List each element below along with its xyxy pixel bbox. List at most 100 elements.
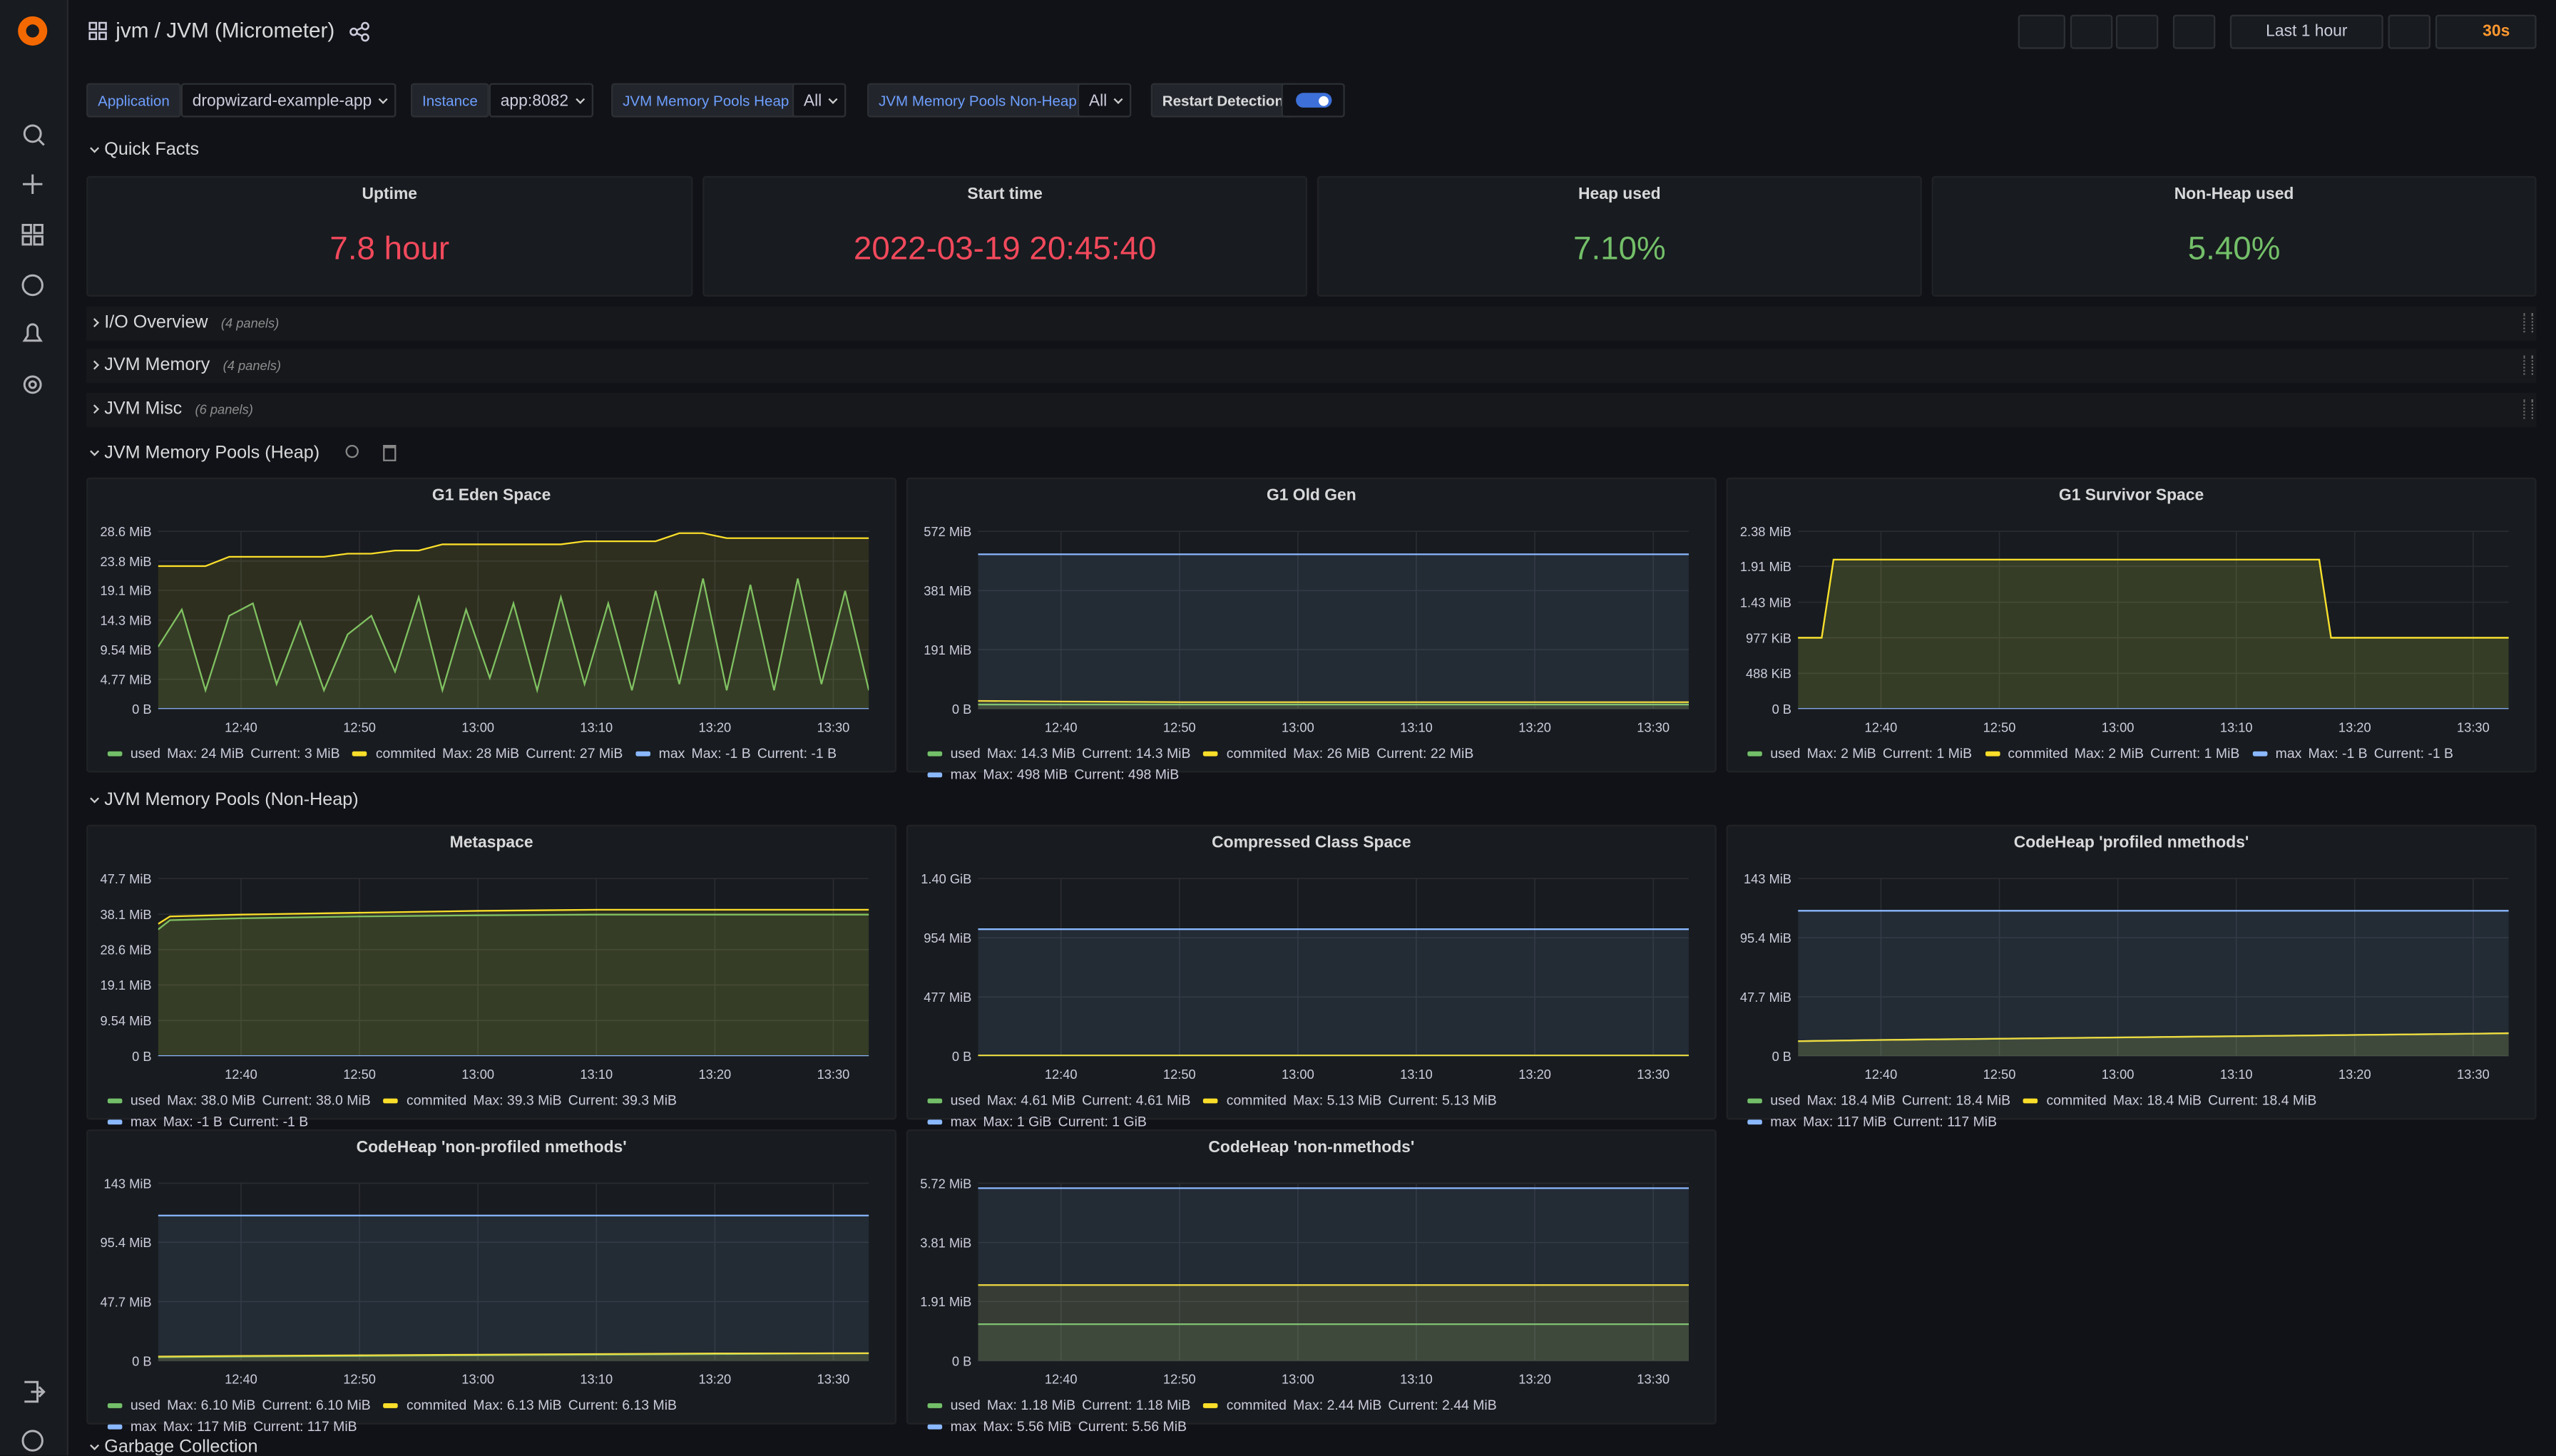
variable-label: Application: [86, 83, 181, 118]
legend-item[interactable]: used Max: 4.61 MiB Current: 4.61 MiB: [927, 1092, 1190, 1108]
legend-stat: Max: 39.3 MiB: [473, 1092, 562, 1109]
legend-item[interactable]: commited Max: 39.3 MiB Current: 39.3 MiB: [384, 1092, 677, 1108]
x-tick-label: 13:00: [2102, 719, 2135, 734]
row-title[interactable]: JVM Misc (6 panels): [104, 399, 253, 419]
variable-value[interactable]: All: [792, 83, 847, 118]
toggle-switch[interactable]: [1296, 93, 1332, 108]
row-chevron[interactable]: [90, 1440, 100, 1450]
legend-item[interactable]: max Max: 117 MiB Current: 117 MiB: [1747, 1113, 1997, 1129]
legend-item[interactable]: commited Max: 28 MiB Current: 27 MiB: [352, 744, 623, 762]
legend-item[interactable]: commited Max: 2 MiB Current: 1 MiB: [1985, 745, 2239, 761]
legend-item[interactable]: commited Max: 6.13 MiB Current: 6.13 MiB: [384, 1397, 677, 1413]
legend-item[interactable]: commited Max: 18.4 MiB Current: 18.4 MiB: [2023, 1092, 2316, 1108]
y-tick-label: 9.54 MiB: [100, 642, 151, 657]
legend-item[interactable]: max Max: -1 B Current: -1 B: [107, 1113, 308, 1129]
panel-title[interactable]: Metaspace: [449, 834, 533, 853]
legend-item[interactable]: used Max: 1.18 MiB Current: 1.18 MiB: [927, 1396, 1191, 1413]
panel-title[interactable]: G1 Old Gen: [1266, 487, 1356, 506]
tv-mode-button[interactable]: [2172, 14, 2216, 49]
legend-stat: Current: 18.4 MiB: [2208, 1092, 2317, 1109]
x-tick-label: 13:10: [1400, 1067, 1433, 1082]
panel-title[interactable]: CodeHeap 'non-nmethods': [1208, 1139, 1415, 1157]
dashboards-icon[interactable]: [21, 223, 44, 246]
y-tick-label: 977 KiB: [1746, 630, 1791, 645]
panel-title[interactable]: G1 Survivor Space: [2058, 487, 2204, 506]
legend-item[interactable]: max Max: -1 B Current: -1 B: [635, 745, 837, 761]
help-icon[interactable]: [21, 1430, 44, 1452]
series-line: [158, 908, 869, 925]
legend-stat: Current: 1.18 MiB: [1082, 1396, 1191, 1413]
save-button[interactable]: [2070, 14, 2113, 49]
x-tick-label: 13:00: [461, 719, 494, 734]
signin-icon[interactable]: [24, 1380, 46, 1403]
variable-label: JVM Memory Pools Heap: [611, 83, 801, 118]
x-tick-label: 13:20: [699, 719, 732, 734]
zoom-out-button[interactable]: [2388, 14, 2430, 49]
legend-swatch: [1203, 1097, 1219, 1103]
x-tick-label: 13:00: [1282, 719, 1314, 734]
collapsed-row[interactable]: [86, 306, 2537, 341]
x-tick-label: 12:50: [1983, 1067, 2016, 1082]
legend-item[interactable]: max Max: 117 MiB Current: 117 MiB: [107, 1418, 357, 1434]
row-settings-icon[interactable]: [345, 444, 359, 458]
variable-value[interactable]: app:8082: [489, 83, 593, 118]
share-icon[interactable]: [349, 21, 370, 43]
legend-item[interactable]: used Max: 6.10 MiB Current: 6.10 MiB: [107, 1396, 371, 1413]
legend-stat: Max: 1.18 MiB: [986, 1396, 1076, 1413]
legend-item[interactable]: used Max: 18.4 MiB Current: 18.4 MiB: [1747, 1092, 2010, 1108]
legend-item[interactable]: commited Max: 2.44 MiB Current: 2.44 MiB: [1203, 1396, 1497, 1413]
legend-item[interactable]: used Max: 24 MiB Current: 3 MiB: [107, 745, 340, 761]
legend-item[interactable]: max Max: 498 MiB Current: 498 MiB: [927, 766, 1179, 782]
legend-item[interactable]: commited Max: 26 MiB Current: 22 MiB: [1203, 745, 1473, 761]
row-delete-icon[interactable]: [383, 444, 397, 461]
time-picker[interactable]: Last 1 hour: [2229, 14, 2383, 49]
panel-title[interactable]: CodeHeap 'profiled nmethods': [2013, 834, 2249, 853]
legend-item[interactable]: max Max: 1 GiB Current: 1 GiB: [927, 1113, 1147, 1129]
row-chevron[interactable]: [90, 143, 100, 153]
legend-stat: Max: 5.56 MiB: [983, 1417, 1072, 1435]
variable-value[interactable]: dropwizard-example-app: [180, 83, 397, 118]
drag-handle[interactable]: [2523, 399, 2533, 419]
legend-name: max: [130, 1113, 157, 1129]
row-title[interactable]: Garbage Collection: [104, 1437, 257, 1456]
graph-panel: Compressed Class Space 0 B 477 MiB 954 MiB 1…: [906, 824, 1717, 1129]
legend-name: commited: [375, 744, 436, 762]
dashboard-title[interactable]: jvm / JVM (Micrometer): [116, 18, 335, 43]
series-area: [978, 704, 1689, 709]
legend-item[interactable]: used Max: 38.0 MiB Current: 38.0 MiB: [107, 1092, 371, 1108]
row-title[interactable]: Quick Facts: [104, 140, 199, 160]
legend-item[interactable]: max Max: 5.56 MiB Current: 5.56 MiB: [927, 1417, 1187, 1435]
x-tick-label: 12:50: [1163, 1372, 1196, 1387]
config-icon[interactable]: [23, 375, 42, 394]
settings-button[interactable]: [2115, 14, 2159, 49]
panel-title[interactable]: G1 Eden Space: [431, 487, 551, 506]
legend-name: commited: [1226, 1396, 1287, 1413]
alerting-icon[interactable]: [22, 323, 43, 342]
search-icon[interactable]: [23, 124, 42, 143]
panel-title[interactable]: Compressed Class Space: [1212, 834, 1411, 853]
variable-value[interactable]: All: [1077, 83, 1132, 118]
row-chevron[interactable]: [90, 794, 100, 804]
add-panel-button[interactable]: [2018, 14, 2065, 49]
refresh-picker[interactable]: 30s: [2435, 14, 2537, 49]
drag-handle[interactable]: [2523, 355, 2533, 375]
panel-title[interactable]: CodeHeap 'non-profiled nmethods': [356, 1139, 627, 1157]
row-title[interactable]: JVM Memory Pools (Non-Heap): [104, 791, 358, 810]
row-title[interactable]: JVM Memory Pools (Heap): [104, 444, 320, 463]
legend-item[interactable]: max Max: -1 B Current: -1 B: [2252, 745, 2453, 761]
legend-stat: Max: 28 MiB: [442, 744, 520, 762]
drag-handle[interactable]: [2523, 312, 2533, 333]
legend-stat: Current: 6.10 MiB: [262, 1396, 371, 1413]
create-icon[interactable]: [22, 174, 43, 194]
collapsed-row[interactable]: [86, 392, 2537, 427]
legend-item[interactable]: used Max: 2 MiB Current: 1 MiB: [1747, 745, 1972, 761]
row-title[interactable]: I/O Overview (4 panels): [104, 313, 279, 332]
row-title[interactable]: JVM Memory (4 panels): [104, 355, 281, 374]
collapsed-row[interactable]: [86, 349, 2537, 384]
toggle-box[interactable]: [1281, 83, 1345, 118]
explore-icon[interactable]: [21, 274, 44, 297]
legend-item[interactable]: commited Max: 5.13 MiB Current: 5.13 MiB: [1203, 1092, 1497, 1108]
row-chevron[interactable]: [90, 446, 100, 456]
legend-item[interactable]: used Max: 14.3 MiB Current: 14.3 MiB: [927, 745, 1190, 761]
graph-panel: CodeHeap 'profiled nmethods' 0 B 47.7 MiB 9…: [1726, 824, 2537, 1129]
